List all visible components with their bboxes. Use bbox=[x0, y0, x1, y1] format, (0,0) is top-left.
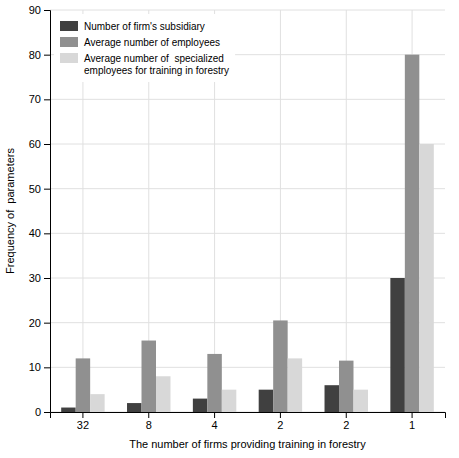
y-tick-mark bbox=[44, 323, 50, 324]
x-tick: 2 bbox=[277, 412, 283, 431]
grid-line-y bbox=[50, 233, 445, 234]
x-tick-mark bbox=[412, 412, 413, 418]
bar bbox=[259, 390, 273, 412]
y-tick-label: 0 bbox=[35, 406, 41, 418]
bar bbox=[193, 399, 207, 412]
x-tick: 1 bbox=[409, 412, 415, 431]
x-tick-mark bbox=[82, 412, 83, 418]
legend-swatch bbox=[60, 53, 78, 63]
y-tick-mark bbox=[44, 412, 50, 413]
y-tick-mark bbox=[44, 367, 50, 368]
bar-series bbox=[61, 278, 405, 412]
legend-label: Average number of specializedemployees f… bbox=[84, 53, 229, 76]
x-tick-label: 8 bbox=[146, 419, 152, 431]
y-tick: 60 bbox=[29, 138, 50, 150]
bar bbox=[156, 376, 170, 412]
y-tick-label: 30 bbox=[29, 272, 41, 284]
y-tick: 70 bbox=[29, 93, 50, 105]
y-tick-mark bbox=[44, 233, 50, 234]
x-axis: 32 8 4 2 2 1 bbox=[51, 412, 446, 431]
y-tick-label: 20 bbox=[29, 317, 41, 329]
y-tick: 0 bbox=[35, 406, 50, 418]
legend-swatch bbox=[60, 37, 78, 47]
grid-line-y bbox=[50, 10, 445, 11]
x-tick-label: 32 bbox=[77, 419, 89, 431]
bar bbox=[142, 341, 156, 412]
bar bbox=[419, 144, 433, 412]
y-tick: 80 bbox=[29, 49, 50, 61]
bar bbox=[390, 278, 404, 412]
x-tick: 8 bbox=[146, 412, 152, 431]
bar bbox=[273, 320, 287, 412]
bar bbox=[339, 361, 353, 412]
x-tick-mark bbox=[280, 412, 281, 418]
bar-series bbox=[76, 55, 420, 412]
x-axis-title: The number of firms providing training i… bbox=[129, 438, 366, 450]
x-axis-line bbox=[51, 413, 446, 419]
legend-background bbox=[54, 14, 235, 82]
x-tick: 4 bbox=[212, 412, 218, 431]
x-tick: 32 bbox=[77, 412, 89, 431]
grid-line-y bbox=[50, 367, 445, 368]
y-tick-mark bbox=[44, 189, 50, 190]
grid-line-y bbox=[50, 278, 445, 279]
bar bbox=[61, 408, 75, 412]
y-tick-mark bbox=[44, 99, 50, 100]
x-tick-mark bbox=[346, 412, 347, 418]
y-tick-label: 90 bbox=[29, 4, 41, 16]
grid-line-y bbox=[50, 144, 445, 145]
y-tick: 40 bbox=[29, 227, 50, 239]
x-tick-label: 2 bbox=[277, 419, 283, 431]
y-tick-label: 40 bbox=[29, 227, 41, 239]
bar bbox=[288, 358, 302, 412]
y-tick-mark bbox=[44, 10, 50, 11]
grid-line-y bbox=[50, 322, 445, 323]
y-tick: 10 bbox=[29, 361, 50, 373]
x-tick-label: 4 bbox=[212, 419, 218, 431]
y-tick-label: 50 bbox=[29, 183, 41, 195]
bar bbox=[76, 358, 90, 412]
x-tick: 2 bbox=[343, 412, 349, 431]
y-axis-title: Frequency of parameters bbox=[4, 148, 16, 274]
bar bbox=[353, 390, 367, 412]
legend-swatch bbox=[60, 21, 78, 31]
y-tick-label: 80 bbox=[29, 49, 41, 61]
y-tick: 30 bbox=[29, 272, 50, 284]
bar bbox=[222, 390, 236, 412]
bar bbox=[405, 55, 419, 412]
legend-item: Number of firm's subsidiary bbox=[60, 21, 205, 32]
chart: 32842210102030405060708090Number of firm… bbox=[0, 0, 459, 458]
x-tick-label: 2 bbox=[343, 419, 349, 431]
x-tick-mark bbox=[214, 412, 215, 418]
plot: 32842210102030405060708090Number of firm… bbox=[29, 4, 446, 431]
x-tick-mark bbox=[148, 412, 149, 418]
legend-item: Average number of employees bbox=[60, 37, 220, 48]
bar bbox=[207, 354, 221, 412]
legend-label: Average number of employees bbox=[84, 37, 220, 48]
y-tick-mark bbox=[44, 144, 50, 145]
y-axis: 0 10 20 30 40 50 60 70 80 90 bbox=[29, 4, 51, 418]
legend: Number of firm's subsidiary Average numbe… bbox=[54, 14, 235, 82]
bars bbox=[61, 55, 434, 412]
y-tick-label: 10 bbox=[29, 361, 41, 373]
bar bbox=[90, 394, 104, 412]
y-tick-label: 60 bbox=[29, 138, 41, 150]
grid-line-x bbox=[346, 10, 347, 412]
grid-line-y bbox=[50, 188, 445, 189]
legend-item: Average number of specializedemployees f… bbox=[60, 53, 229, 76]
bar-series bbox=[90, 144, 434, 412]
y-tick-mark bbox=[44, 278, 50, 279]
grid-line-y bbox=[50, 99, 445, 100]
y-tick-label: 70 bbox=[29, 93, 41, 105]
x-tick-label: 1 bbox=[409, 419, 415, 431]
y-tick: 50 bbox=[29, 183, 50, 195]
grid bbox=[50, 10, 445, 412]
y-tick: 90 bbox=[29, 4, 50, 16]
legend-label: Number of firm's subsidiary bbox=[84, 21, 205, 32]
y-tick-mark bbox=[44, 55, 50, 56]
y-tick: 20 bbox=[29, 317, 50, 329]
bar bbox=[325, 385, 339, 412]
y-axis-line bbox=[44, 11, 51, 413]
bar bbox=[127, 403, 141, 412]
